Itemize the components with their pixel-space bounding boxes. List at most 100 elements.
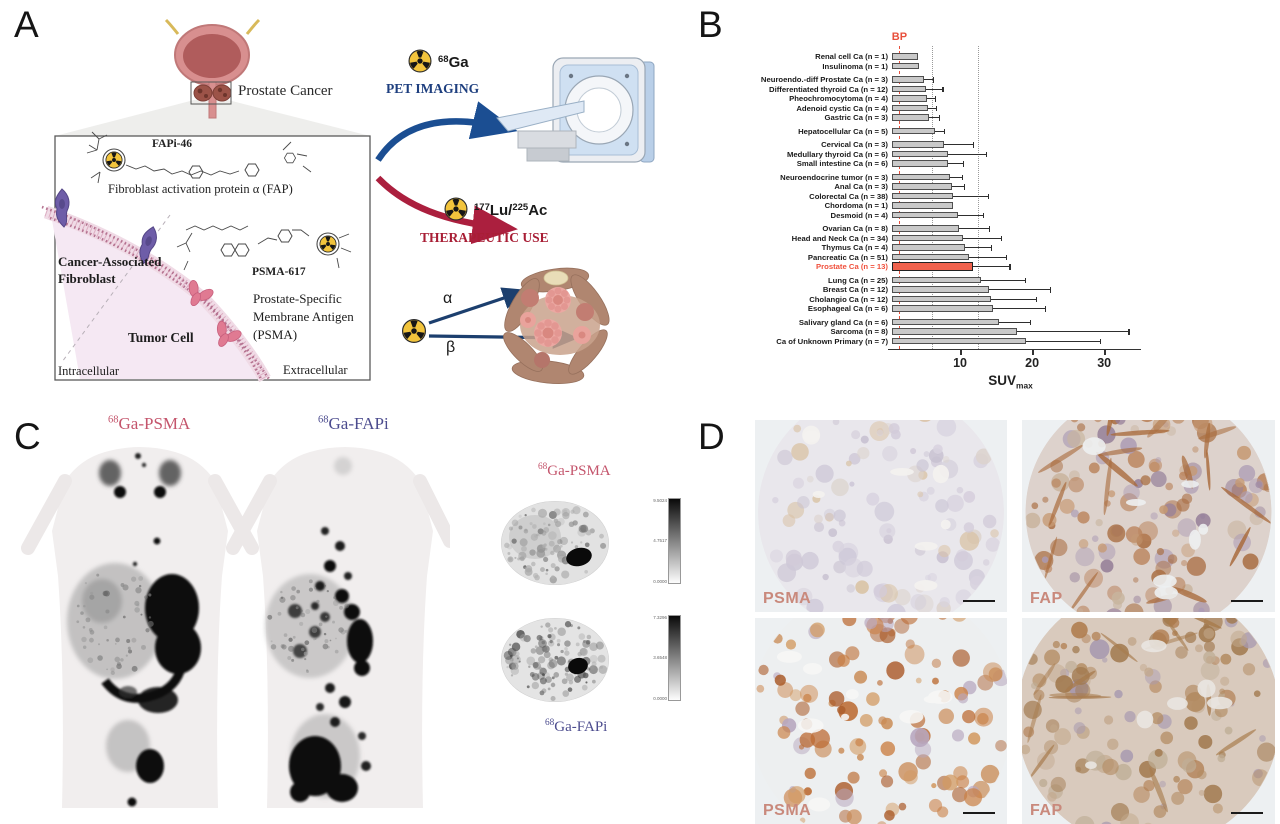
chart-row: Renal cell Ca (n = 1) [690,52,1137,62]
caf-label: Cancer-Associated [58,254,162,269]
error-bar [928,117,939,119]
error-bar [990,298,1037,300]
suvmax-bar [892,253,970,261]
fap-label: Fibroblast activation protein α (FAP) [108,182,293,196]
pet-mip-psma-image [21,447,259,808]
suvmax-bar [892,160,949,167]
error-bar [957,214,983,216]
chart-category-label: Medullary thyroid Ca (n = 6) [786,149,888,159]
chart-category-label: Ovarian Ca (n = 8) [822,224,888,233]
chart-row: Anal Ca (n = 3) [690,182,1137,192]
ihc-tile-psma-weak: PSMA [755,420,1007,612]
error-bar [943,144,973,146]
suvmax-bar [892,104,929,112]
chart-category-label: Thymus Ca (n = 4) [821,243,888,252]
mip-psma-label: 68Ga-PSMA [108,414,191,433]
chart-row: Thymus Ca (n = 4) [690,243,1137,253]
chart-row: Chordoma (n = 1) [690,201,1137,211]
chart-category-label: Pancreatic Ca (n = 51) [807,252,888,262]
suvmax-bar [892,337,1027,345]
flower-cells [520,287,591,347]
pet-axial-psma-image [501,501,609,585]
psma617-label: PSMA-617 [252,266,306,278]
fapi46-label: FAPi-46 [152,138,192,150]
pet-ct-scanner-illustration [496,57,655,163]
axial-psma-label: 68Ga-PSMA [538,462,611,479]
psma617-structure [176,225,352,271]
x-axis-tick-label: 30 [1097,356,1112,370]
suvmax-bar [892,150,949,158]
tissue-core-image [758,420,1004,612]
panel-c-letter: C [14,416,41,457]
chart-category-label: Differentiated thyroid Ca (n = 12) [769,84,888,94]
bp-reference-label: BP [891,31,908,43]
ihc-tile-fap-diffuse: FAP [1022,618,1275,824]
chart-row: Head and Neck Ca (n = 34) [690,234,1137,244]
radioactive-icon [408,49,432,73]
error-bar-cap [1029,319,1031,326]
error-bar [964,247,991,249]
suvmax-bar [892,85,926,93]
error-bar-cap [935,96,937,102]
suvmax-bar [892,173,951,181]
ihc-tile-fap-positive: FAP [1022,420,1275,612]
error-bar-cap [982,212,984,219]
tissue-core-image [1022,618,1275,824]
error-bar-cap [990,245,992,251]
error-bar [1026,340,1100,342]
error-bar [927,98,936,100]
error-bar-cap [1036,296,1038,303]
caf-label: Fibroblast [58,271,116,286]
error-bar [969,256,1006,258]
chart-category-label: Head and Neck Ca (n = 34) [791,233,888,243]
chart-category-label: Hepatocellular Ca (n = 5) [798,126,888,136]
error-bar [928,107,936,109]
x-axis-tick [1104,350,1106,355]
error-bar [989,289,1050,291]
error-bar-cap [1099,338,1101,345]
reference-line [978,46,980,349]
error-bar-cap [943,128,946,135]
chart-category-label: Gastric Ca (n = 3) [824,113,888,122]
error-bar [992,308,1045,310]
alpha-label: α [443,290,452,307]
chart-row: Lung Ca (n = 25) [690,276,1137,286]
psma-colorbar: 9.5024 4.7517 0.0000 [653,498,681,584]
beta-label: β [446,339,455,356]
chart-category-label: Breast Ca (n = 12) [822,285,888,294]
chart-category-label: Adenoid cystic Ca (n = 4) [796,103,888,113]
chart-category-label: Desmoid (n = 4) [830,210,888,220]
chart-category-label: Renal cell Ca (n = 1) [815,52,888,61]
chart-category-label: Small intestine Ca (n = 6) [796,159,888,168]
error-bar [973,266,1010,268]
suvmax-bar [892,295,991,303]
suvmax-bar [892,244,965,251]
error-bar-cap [1000,235,1002,242]
axial-fapi-label: 68Ga-FAPi [545,718,608,735]
panel-d: D PSMA FAP PSMA FAP [690,410,1280,824]
chart-row: Cervical Ca (n = 3) [690,140,1137,150]
panel-a: A [0,0,690,410]
error-bar-cap [1009,264,1011,270]
suvmax-bar [892,202,954,209]
error-bar-cap [933,77,935,83]
error-bar [923,79,934,81]
panel-b: B BP Renal cell Ca (n = 1) Insulinoma (n … [690,0,1280,410]
suvmax-bar [892,192,953,200]
suvmax-bar [892,276,981,284]
chart-row: Differentiated thyroid Ca (n = 12) [690,85,1137,95]
radioactive-icon [402,319,426,343]
lu-ac-label: 177Lu/225Ac [474,202,547,219]
error-bar [950,176,962,178]
intracellular-label: Intracellular [58,364,120,378]
error-bar-cap [938,115,941,121]
tissue-core-image [755,618,1007,824]
suvmax-bar [892,76,924,83]
chart-row: Neuroendocrine tumor (n = 3) [690,173,1137,183]
chart-row: Hepatocellular Ca (n = 5) [690,127,1137,137]
bladder-prostate-illustration [55,18,370,136]
error-bar-cap [935,105,938,112]
ihc-psma-label: PSMA [763,802,812,819]
chart-category-label: Cholangio Ca (n = 12) [809,294,888,304]
error-bar [1017,331,1129,333]
